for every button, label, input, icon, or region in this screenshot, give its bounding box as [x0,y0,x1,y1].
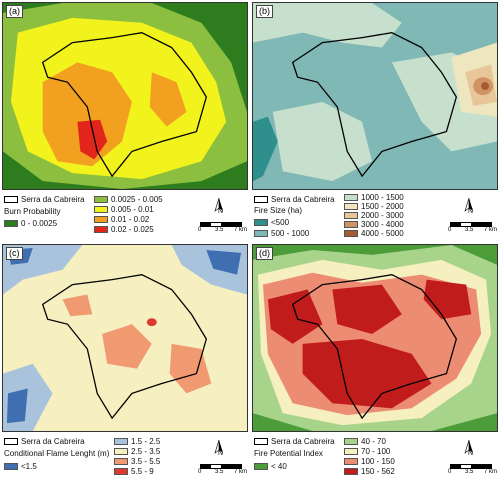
north-arrow-icon [464,440,473,454]
zone-class-5b [332,284,402,335]
legend-class: 0.01 - 0.02 [94,215,149,225]
boundary-outline [41,32,208,178]
north-label: N [468,450,474,457]
legend-boundary: Serra da Cabreira [254,195,335,205]
map-canvas-c [3,245,247,431]
legend-title: Burn Probability [4,207,61,216]
scale-bar [200,222,242,227]
legend-class: 0 - 0.0025 [4,219,57,229]
zone-class-5d [302,338,432,409]
panel-fire-potential-index: (d) Serra da Cabreira Fire Potential Ind… [252,244,498,482]
legend-class: <1.5 [4,462,37,472]
map-canvas-d [253,245,497,431]
map-flame-length: (c) [2,244,248,432]
north-arrow-icon [214,198,223,212]
zone-class-4b [149,72,187,127]
zone-class-5c [423,279,472,320]
map-burn-probability: (a) [2,2,248,190]
scale-bar [200,464,242,469]
zone-class-1 [253,116,278,182]
legend-class: 3000 - 4000 [344,220,404,230]
legend-class: 40 - 70 [344,437,386,447]
legend-class: 1500 - 2000 [344,202,404,212]
panel-label: (b) [256,5,273,18]
north-scale: N 0 3.5 7 km [194,438,248,480]
legend-class: 150 - 562 [344,467,395,477]
legend-class: 0.0025 - 0.005 [94,195,163,205]
north-arrow-icon [214,440,223,454]
zone-class-3 [253,3,402,48]
legend-class: 2.5 - 3.5 [114,447,160,457]
legend-boundary: Serra da Cabreira [4,195,85,205]
legend-class: 100 - 150 [344,457,395,467]
legend-title: Fire Size (ha) [254,206,303,215]
north-scale: N 0 3.5 7 km [444,196,498,238]
legend-class: 70 - 100 [344,447,390,457]
north-arrow-icon [464,198,473,212]
legend-class: 1000 - 1500 [344,193,404,203]
legend-class: 5.5 - 9 [114,467,154,477]
legend-title: Fire Potential Index [254,449,323,458]
boundary-outline [291,32,458,178]
scale-bar [450,464,492,469]
north-label: N [218,450,224,457]
panel-fire-size: (b) Serra da Cabreira Fire Size (ha) <50… [252,2,498,240]
legend-boundary: Serra da Cabreira [4,437,85,447]
map-canvas-b [253,3,497,189]
legend-a: Serra da Cabreira Burn Probability 0 - 0… [2,193,192,239]
zone-class-5 [146,318,157,327]
legend-class: 3.5 - 5.5 [114,457,160,467]
scale-bar [450,222,492,227]
north-scale: N 0 3.5 7 km [444,438,498,480]
panel-label: (d) [256,247,273,260]
legend-c: Serra da Cabreira Conditional Flame Leng… [2,435,192,481]
north-scale: N 0 3.5 7 km [194,196,248,238]
legend-class: 2000 - 3000 [344,211,404,221]
legend-class: < 40 [254,462,287,472]
north-label: N [468,208,474,215]
zone-class-3c [272,101,373,182]
zone-class-4c [62,294,93,317]
legend-class: 1.5 - 2.5 [114,437,160,447]
legend-class: 0.02 - 0.025 [94,225,154,235]
legend-b: Serra da Cabreira Fire Size (ha) <500 50… [252,193,442,239]
boundary-outline [291,274,458,420]
zone-class-7 [481,82,490,91]
north-label: N [218,208,224,215]
zone-class-5 [77,119,108,160]
legend-class: <500 [254,218,289,228]
legend-class: 500 - 1000 [254,229,309,239]
map-fire-size: (b) [252,2,498,190]
panel-label: (a) [6,5,23,18]
zone-class-1c [6,388,28,424]
zone-class-4 [42,62,132,167]
map-fire-potential-index: (d) [252,244,498,432]
legend-boundary: Serra da Cabreira [254,437,335,447]
panel-flame-length: (c) Serra da Cabreira Conditional Flame … [2,244,248,482]
legend-title: Conditional Flame Lenght (m) [4,449,110,458]
zone-class-4 [102,324,152,369]
legend-class: 0.005 - 0.01 [94,205,154,215]
legend-class: 4000 - 5000 [344,229,404,239]
panel-burn-probability: (a) Serra da Cabreira Burn Probability 0… [2,2,248,240]
boundary-outline [41,274,208,420]
map-canvas-a [3,3,247,189]
panel-label: (c) [6,247,23,260]
zone-class-1b [206,249,242,275]
legend-d: Serra da Cabreira Fire Potential Index <… [252,435,442,481]
zone-class-5a [267,289,323,344]
